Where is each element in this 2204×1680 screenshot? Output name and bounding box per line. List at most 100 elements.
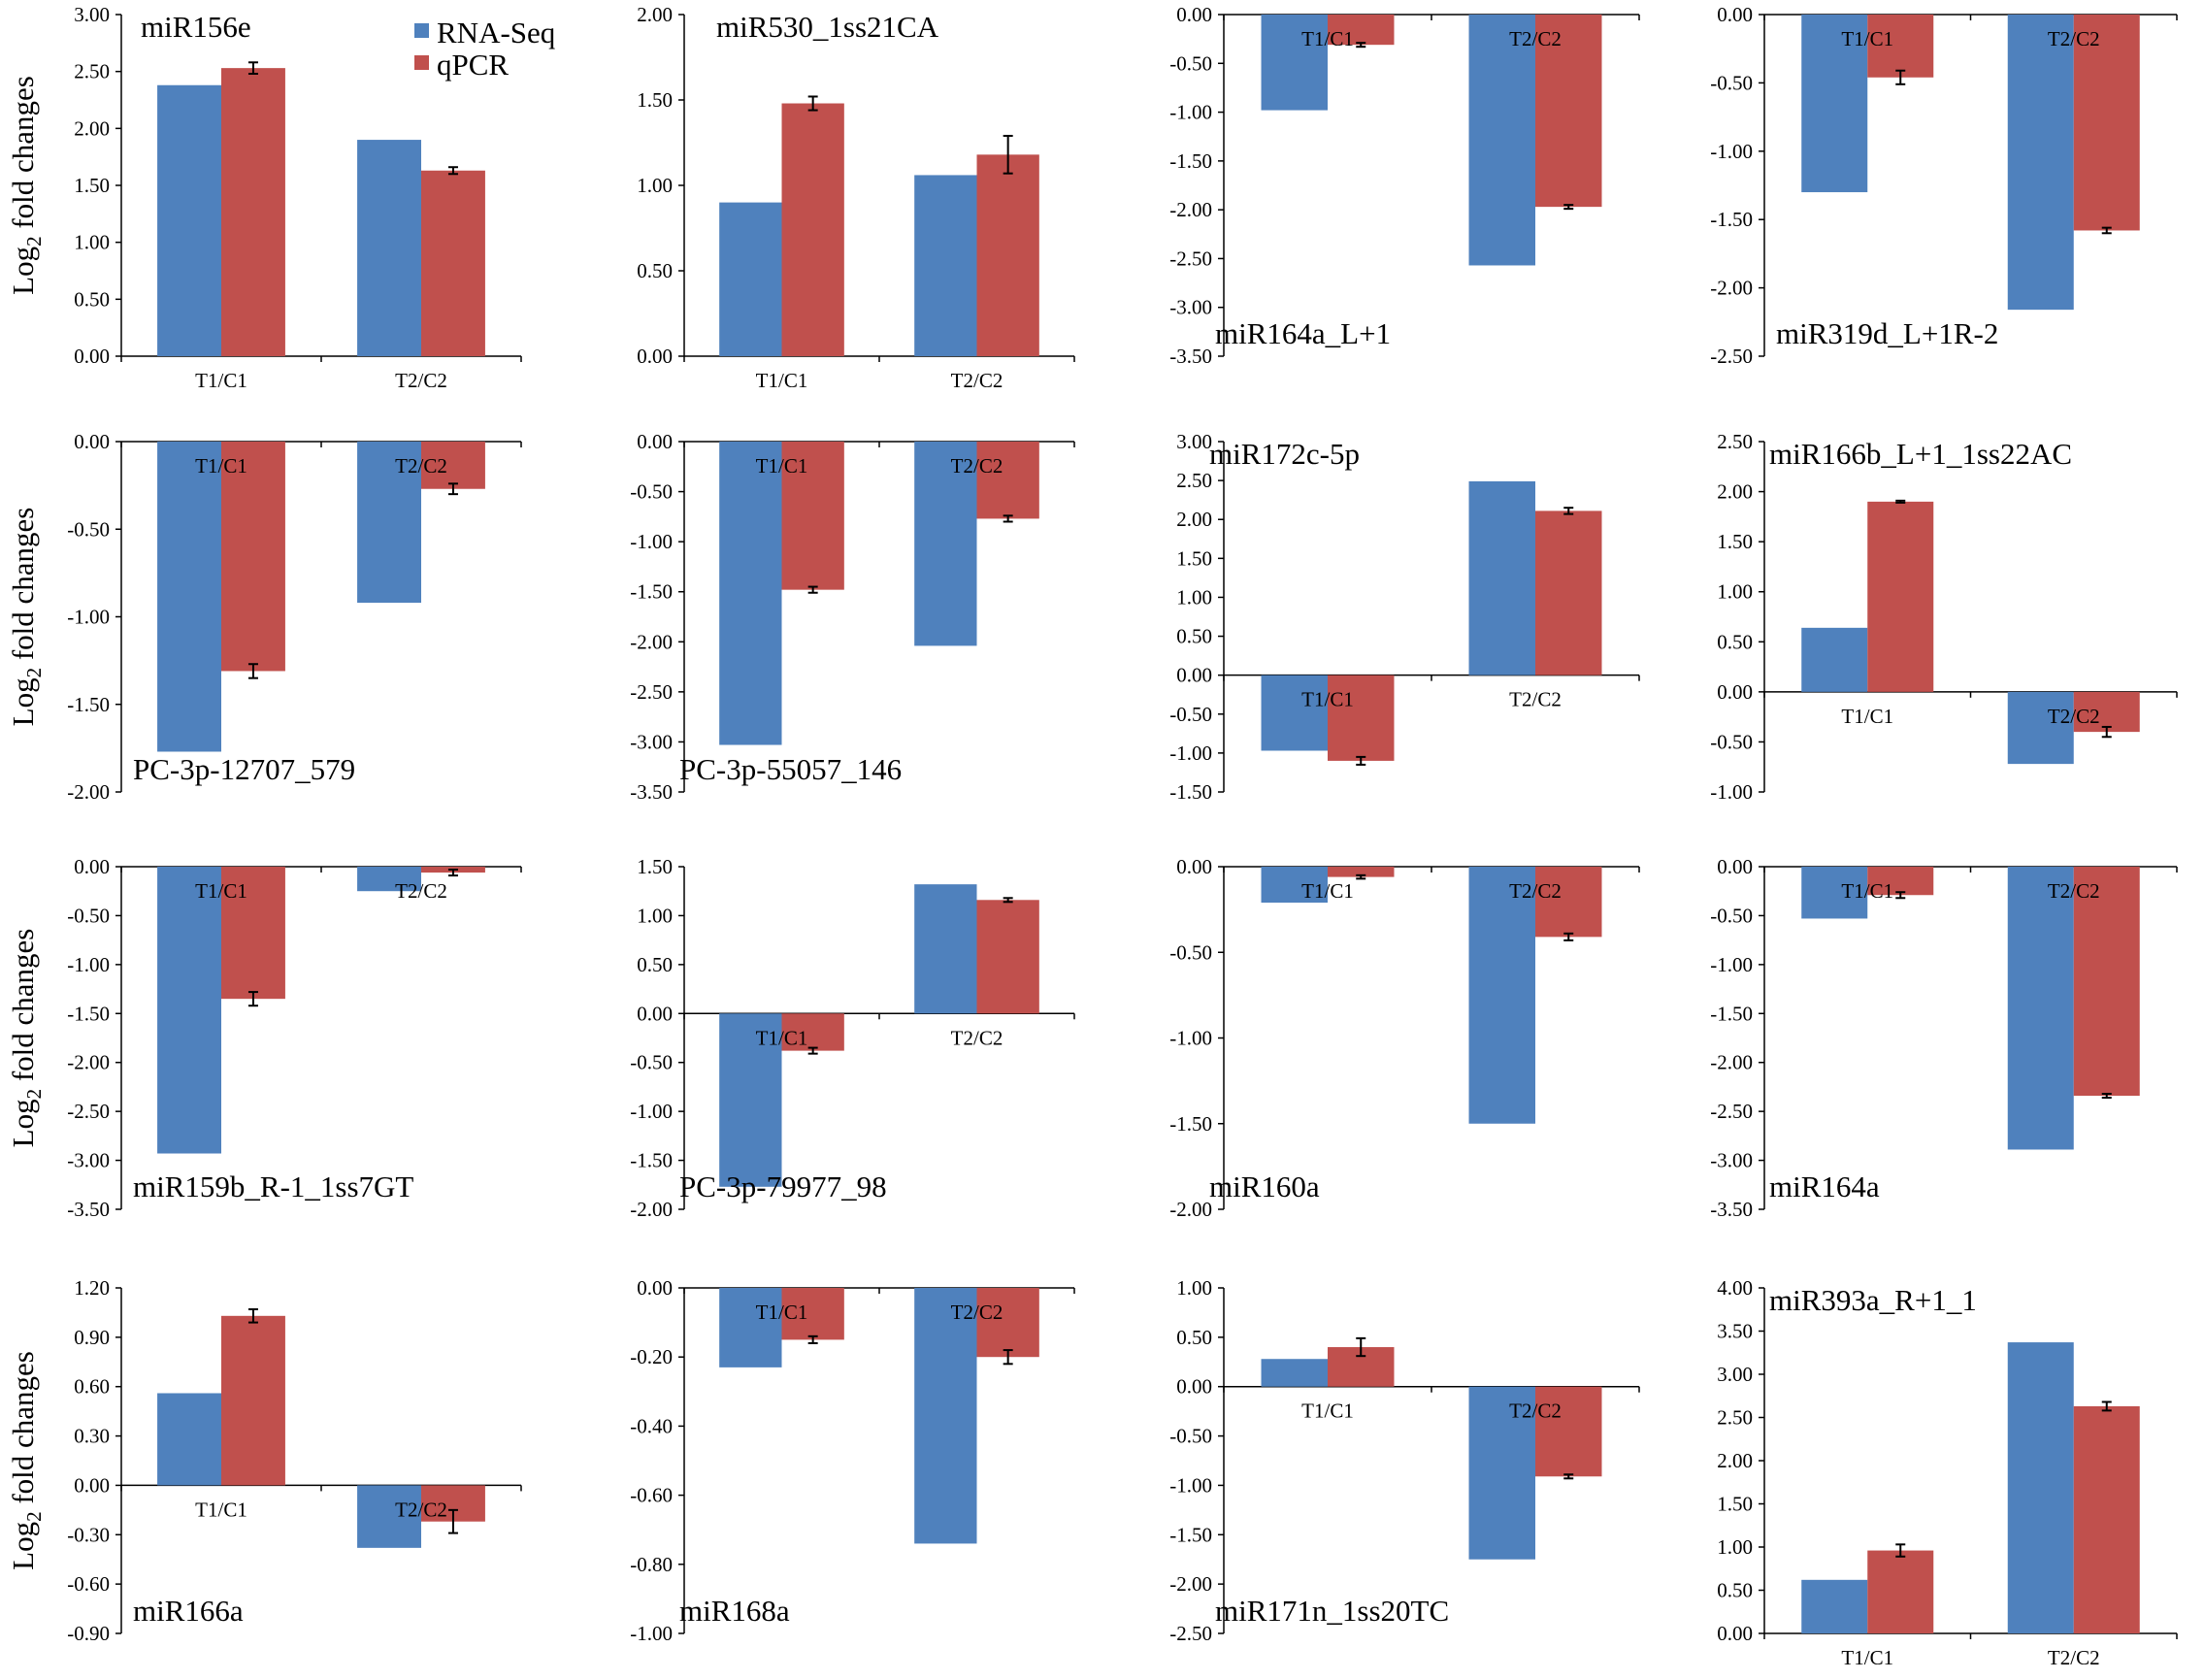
y-tick-label: -1.00 bbox=[1169, 741, 1212, 765]
y-tick-label: 2.50 bbox=[74, 60, 110, 83]
y-tick-label: -0.80 bbox=[630, 1553, 673, 1576]
bar-rna-seq bbox=[157, 442, 221, 752]
panel-title: miR164a bbox=[1769, 1169, 1880, 1203]
error-bar bbox=[1003, 514, 1013, 523]
chart-panel: 0.00 -0.50 -1.00 -1.50 -2.00 T1/C1 T2/C2 PC-3p-… bbox=[6, 430, 522, 804]
y-tick-label: -2.00 bbox=[1710, 277, 1753, 300]
legend-label-qpcr: qPCR bbox=[437, 48, 509, 82]
bar-qpcr bbox=[1867, 501, 1934, 692]
bar-qpcr bbox=[976, 1288, 1039, 1358]
legend-label-rna-seq: RNA-Seq bbox=[437, 16, 555, 49]
y-tick-label: -1.00 bbox=[67, 953, 110, 976]
bar-rna-seq bbox=[719, 202, 782, 356]
y-tick-label: -0.40 bbox=[630, 1414, 673, 1437]
y-tick-label: 1.00 bbox=[637, 904, 673, 927]
x-tick-label: T2/C2 bbox=[395, 454, 447, 478]
bar-rna-seq bbox=[1468, 15, 1535, 266]
y-axis-label-rest: fold changes bbox=[6, 1351, 40, 1511]
error-bar bbox=[1563, 932, 1574, 941]
bar-qpcr bbox=[1535, 15, 1602, 208]
bar-rna-seq bbox=[157, 1393, 221, 1486]
y-tick-label: -1.00 bbox=[1169, 101, 1212, 124]
chart-panel: 2.50 2.00 1.50 1.00 0.50 0.00 -0.50 -1.00 T1/C1 T… bbox=[1710, 430, 2178, 804]
error-bar bbox=[1895, 891, 1906, 900]
y-tick-label: 0.00 bbox=[1176, 664, 1212, 687]
bar-rna-seq bbox=[1801, 867, 1868, 919]
panel-title: miR166b_L+1_1ss22AC bbox=[1769, 437, 2072, 471]
chart-panel: 0.00 -0.50 -1.00 -1.50 -2.00 -2.50 -3.00 -3.50 T… bbox=[1169, 3, 1640, 368]
y-tick-label: 0.50 bbox=[637, 259, 673, 282]
bar-rna-seq bbox=[2007, 691, 2074, 765]
bar-rna-seq bbox=[2007, 1342, 2074, 1633]
y-tick-label: 1.00 bbox=[1717, 580, 1753, 604]
x-tick-label: T2/C2 bbox=[1509, 879, 1562, 903]
bar-rna-seq bbox=[157, 867, 221, 1154]
bar-rna-seq bbox=[1801, 1579, 1868, 1633]
x-tick-label: T1/C1 bbox=[1841, 27, 1893, 50]
bar-rna-seq bbox=[1261, 15, 1328, 111]
bar-rna-seq bbox=[1261, 1359, 1328, 1387]
bar-qpcr bbox=[781, 103, 844, 357]
bar-qpcr bbox=[976, 154, 1039, 356]
panel-title: miR171n_1ss20TC bbox=[1215, 1594, 1449, 1628]
y-tick-label: 2.50 bbox=[1717, 430, 1753, 453]
panel-title: PC-3p-12707_579 bbox=[133, 752, 355, 786]
y-axis-label-subscript: 2 bbox=[22, 1511, 46, 1522]
y-tick-label: -2.50 bbox=[1169, 1622, 1212, 1645]
y-tick-label: -0.60 bbox=[67, 1572, 110, 1596]
bar-rna-seq bbox=[1261, 867, 1328, 904]
x-tick-label: T1/C1 bbox=[1301, 27, 1354, 50]
y-tick-label: 0.00 bbox=[1717, 680, 1753, 704]
y-tick-label: 2.00 bbox=[1717, 480, 1753, 504]
y-axis-label-base: Log bbox=[6, 677, 40, 726]
y-tick-label: 0.50 bbox=[1717, 1579, 1753, 1602]
y-tick-label: -1.00 bbox=[67, 606, 110, 629]
y-tick-label: 0.50 bbox=[74, 287, 110, 311]
y-tick-label: -2.00 bbox=[67, 1051, 110, 1074]
y-tick-label: 0.00 bbox=[74, 855, 110, 878]
y-tick-label: 0.90 bbox=[74, 1326, 110, 1349]
y-tick-label: -1.50 bbox=[67, 693, 110, 716]
error-bar bbox=[1356, 755, 1366, 766]
chart-panel: 1.50 1.00 0.50 0.00 -0.50 -1.00 -1.50 -2.00 T1/C… bbox=[630, 855, 1075, 1221]
y-tick-label: -2.50 bbox=[1710, 1100, 1753, 1123]
y-tick-label: 0.00 bbox=[637, 1002, 673, 1025]
x-tick-label: T2/C2 bbox=[2048, 1646, 2100, 1669]
error-bar bbox=[2101, 226, 2112, 235]
y-tick-label: 3.50 bbox=[1717, 1320, 1753, 1343]
legend-swatch-rna-seq bbox=[414, 23, 429, 38]
bar-qpcr bbox=[1867, 15, 1934, 78]
x-tick-label: T1/C1 bbox=[195, 369, 247, 392]
y-tick-label: -0.60 bbox=[630, 1484, 673, 1507]
y-tick-label: 0.00 bbox=[637, 430, 673, 453]
error-bar bbox=[807, 1334, 818, 1344]
x-tick-label: T1/C1 bbox=[1841, 879, 1893, 903]
y-tick-label: 2.50 bbox=[1717, 1406, 1753, 1430]
panel-title: miR168a bbox=[679, 1594, 790, 1628]
x-tick-label: T1/C1 bbox=[1301, 879, 1354, 903]
error-bar bbox=[1895, 1543, 1906, 1558]
y-tick-label: 1.50 bbox=[1176, 546, 1212, 570]
y-tick-label: -0.30 bbox=[67, 1523, 110, 1546]
bar-rna-seq bbox=[357, 1485, 421, 1548]
bar-qpcr bbox=[421, 442, 485, 489]
y-tick-label: 0.50 bbox=[1717, 630, 1753, 653]
bar-qpcr bbox=[1867, 867, 1934, 896]
y-tick-label: 2.00 bbox=[637, 3, 673, 26]
x-tick-label: T1/C1 bbox=[195, 1498, 247, 1521]
x-tick-label: T2/C2 bbox=[1509, 1400, 1562, 1423]
x-tick-label: T2/C2 bbox=[2048, 27, 2100, 50]
panel-title: PC-3p-55057_146 bbox=[679, 752, 902, 786]
y-tick-label: 2.00 bbox=[74, 116, 110, 140]
x-tick-label: T2/C2 bbox=[395, 1498, 447, 1521]
x-tick-label: T1/C1 bbox=[756, 369, 808, 392]
x-tick-label: T2/C2 bbox=[1509, 688, 1562, 711]
x-tick-label: T1/C1 bbox=[756, 454, 808, 478]
y-axis-label-base: Log bbox=[6, 247, 40, 295]
x-tick-label: T1/C1 bbox=[1301, 688, 1354, 711]
y-tick-label: 2.00 bbox=[1717, 1449, 1753, 1472]
bar-qpcr bbox=[781, 442, 844, 590]
legend-swatch-qpcr bbox=[414, 55, 429, 70]
y-tick-label: -2.00 bbox=[1169, 1572, 1212, 1596]
